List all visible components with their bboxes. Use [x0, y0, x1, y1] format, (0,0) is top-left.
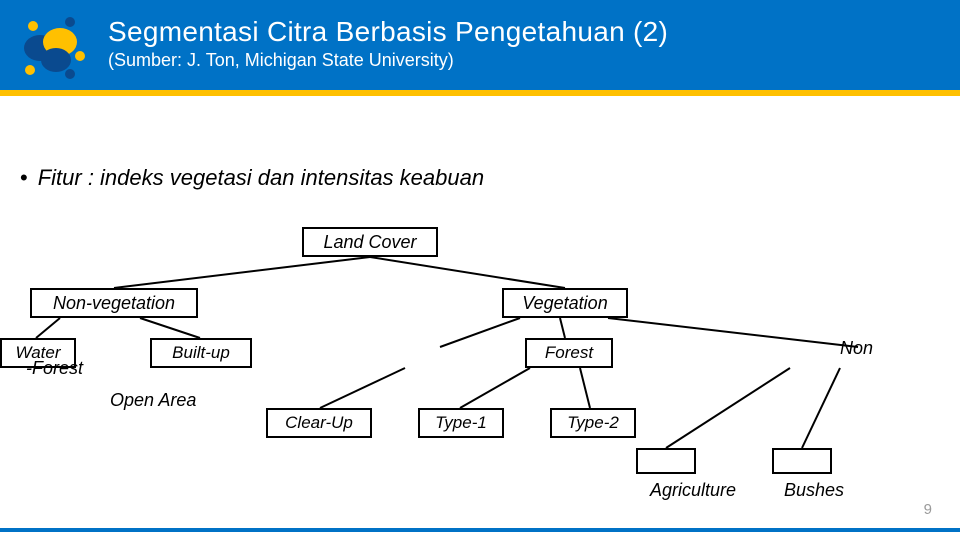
logo-icon — [18, 12, 90, 82]
node-land-cover: Land Cover — [302, 227, 438, 257]
label-dash-forest: -Forest — [26, 358, 83, 379]
label-open-area: Open Area — [110, 390, 196, 411]
node-clear-up: Clear-Up — [266, 408, 372, 438]
node-forest: Forest — [525, 338, 613, 368]
header-accent-bar — [0, 90, 960, 96]
node-non-vegetation: Non-vegetation — [30, 288, 198, 318]
slide-title: Segmentasi Citra Berbasis Pengetahuan (2… — [108, 16, 668, 48]
page-number: 9 — [924, 501, 932, 518]
node-type-2: Type-2 — [550, 408, 636, 438]
label-agriculture: Agriculture — [650, 480, 736, 501]
footer-bar — [0, 528, 960, 532]
node-empty-a — [636, 448, 696, 474]
node-type-1: Type-1 — [418, 408, 504, 438]
node-vegetation: Vegetation — [502, 288, 628, 318]
slide-header: Segmentasi Citra Berbasis Pengetahuan (2… — [0, 0, 960, 100]
slide-subtitle: (Sumber: J. Ton, Michigan State Universi… — [108, 50, 668, 71]
node-empty-b — [772, 448, 832, 474]
label-non: Non — [840, 338, 873, 359]
bullet-dot-icon: • — [20, 165, 28, 190]
node-built-up: Built-up — [150, 338, 252, 368]
label-bushes: Bushes — [784, 480, 844, 501]
title-block: Segmentasi Citra Berbasis Pengetahuan (2… — [108, 16, 668, 71]
bullet-line: • Fitur : indeks vegetasi dan intensitas … — [20, 165, 484, 191]
node-water: Water — [0, 338, 76, 368]
bullet-text: Fitur : indeks vegetasi dan intensitas k… — [38, 165, 484, 190]
